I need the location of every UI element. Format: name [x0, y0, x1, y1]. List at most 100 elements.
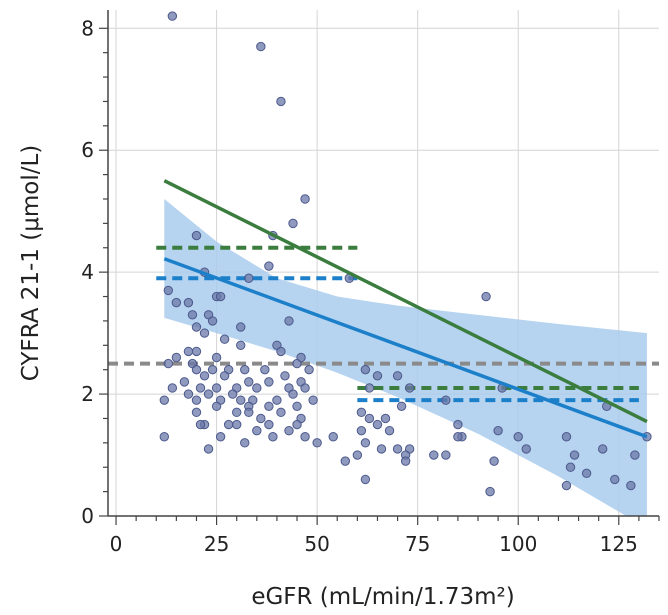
scatter-point [276, 407, 286, 418]
x-tick-label: 0 [110, 532, 123, 556]
scatter-point [561, 480, 572, 491]
blue-regression-line [163, 257, 648, 439]
scatter-point [244, 377, 254, 387]
y-tick-label: 4 [81, 260, 94, 284]
scatter-point [195, 383, 206, 393]
scatter-point [352, 450, 363, 460]
x-tick-label: 75 [405, 532, 430, 556]
scatter-point [400, 456, 411, 466]
scatter-point [163, 285, 174, 296]
scatter-point [187, 310, 198, 320]
scatter-point [167, 383, 178, 393]
scatter-point [561, 432, 572, 442]
reference-lines-layer [108, 245, 659, 403]
scatter-point [191, 364, 202, 375]
scatter-point [207, 364, 218, 375]
scatter-point [252, 425, 262, 436]
scatter-point [236, 340, 246, 351]
scatter-point [372, 371, 383, 381]
scatter-point [356, 407, 367, 418]
scatter-point [260, 364, 270, 375]
scatter-point [256, 41, 266, 52]
scatter-point [630, 450, 640, 460]
y-axis-title: CYFRA 21-1 (μmol/L) [18, 145, 44, 382]
scatter-point [264, 377, 274, 387]
scatter-point [312, 438, 322, 448]
x-tick-label: 50 [304, 532, 329, 556]
scatter-point [179, 377, 190, 387]
scatter-point [227, 389, 238, 399]
x-tick-label: 125 [600, 532, 638, 556]
scatter-point [288, 389, 298, 399]
scatter-point [171, 297, 182, 308]
scatter-point [300, 432, 310, 442]
scatter-point [272, 395, 282, 405]
scatter-point [211, 401, 222, 411]
scatter-point [597, 444, 608, 454]
scatter-point [284, 316, 294, 326]
scatter-point [236, 395, 246, 405]
y-tick-label: 6 [81, 138, 94, 162]
scatter-point [159, 395, 170, 405]
x-axis-title: eGFR (mL/min/1.73m²) [251, 584, 514, 610]
scatter-point [223, 419, 234, 430]
scatter-point [441, 395, 451, 405]
scatter-point [453, 432, 463, 442]
scatter-points-layer [159, 11, 652, 497]
scatter-point [191, 322, 202, 332]
scatter-point [215, 291, 226, 302]
scatter-point [292, 358, 302, 369]
scatter-point [360, 474, 371, 485]
scatter-point [292, 401, 302, 411]
scatter-point [211, 383, 222, 393]
scatter-point [384, 425, 395, 436]
scatter-point [364, 383, 375, 393]
scatter-point [240, 364, 250, 375]
scatter-point [288, 218, 298, 229]
scatter-point [195, 419, 206, 430]
y-tick-label: 2 [81, 382, 94, 406]
scatter-point [513, 432, 523, 442]
scatter-point [215, 432, 226, 442]
scatter-point [199, 371, 210, 381]
confidence-band [164, 198, 647, 516]
scatter-point [199, 328, 210, 338]
scatter-point [268, 432, 278, 442]
scatter-point [284, 425, 294, 436]
scatter-point [191, 346, 202, 357]
scatter-point [203, 389, 214, 399]
scatter-point [171, 352, 182, 363]
scatter-point [191, 395, 202, 405]
scatter-point [300, 194, 310, 204]
scatter-point [581, 468, 592, 479]
scatter-point [610, 474, 620, 485]
scatter-point [159, 432, 170, 442]
scatter-point [264, 261, 274, 271]
scatter-point [521, 444, 531, 454]
scatter-point [207, 316, 218, 326]
scatter-point [219, 334, 230, 344]
scatter-point [167, 11, 178, 21]
scatter-point [264, 401, 274, 411]
scatter-point [304, 364, 314, 375]
scatter-point [276, 96, 286, 107]
scatter-point [191, 230, 202, 241]
scatter-point [328, 432, 338, 442]
scatter-point [392, 371, 403, 381]
scatter-point [244, 407, 254, 418]
scatter-point [489, 456, 499, 466]
scatter-point [481, 291, 491, 302]
scatter-point [453, 419, 463, 430]
scatter-point [292, 419, 302, 430]
scatter-point [183, 389, 194, 399]
y-tick-label: 0 [81, 504, 94, 528]
scatter-point [300, 383, 310, 393]
scatter-point [404, 383, 415, 393]
scatter-point [240, 438, 250, 448]
scatter-point [308, 395, 318, 405]
scatter-point [252, 383, 262, 393]
green-regression-line [163, 179, 648, 424]
scatter-point [396, 401, 407, 411]
scatter-point [429, 450, 439, 460]
scatter-point [191, 407, 202, 418]
